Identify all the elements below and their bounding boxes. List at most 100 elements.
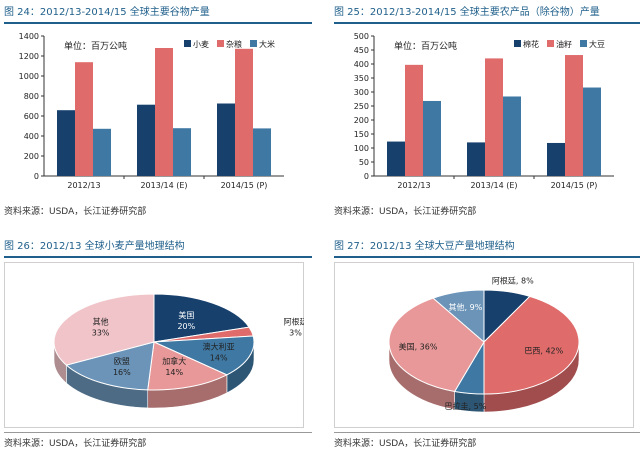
bar <box>583 87 601 176</box>
legend-label: 油籽 <box>556 39 572 49</box>
legend-swatch <box>184 40 191 47</box>
y-tick-label: 250 <box>354 102 369 111</box>
pie-slice-label: 14% <box>210 354 228 363</box>
bar <box>387 141 405 176</box>
legend-swatch <box>250 40 257 47</box>
bar <box>253 128 271 176</box>
pie-slice <box>388 297 485 393</box>
x-tick-label: 2012/13 <box>67 181 100 190</box>
x-tick-label: 2014/15 (P) <box>551 181 598 190</box>
y-tick-label: 1400 <box>19 32 39 41</box>
bar-chart-other-crops-production: 0 50 100 150 200 250 300 350 400 450 500 2012/13 201… <box>354 32 614 190</box>
x-tick-label: 2013/14 (E) <box>470 181 517 190</box>
y-tick-label: 200 <box>354 116 369 125</box>
pie-slice-label: 巴西, 42% <box>524 346 563 355</box>
bar <box>423 100 441 176</box>
bar <box>503 96 521 176</box>
pie-slice <box>153 293 250 343</box>
bar <box>57 110 75 176</box>
legend-swatch <box>217 40 224 47</box>
legend-swatch <box>547 40 554 47</box>
y-tick-label: 0 <box>34 172 39 181</box>
bar <box>173 128 191 176</box>
y-tick-label: 800 <box>24 92 39 101</box>
pie-slice-label: 其他 <box>93 316 109 326</box>
chart-title: 图 24：2012/13-2014/15 全球主要谷物产量 <box>4 6 312 24</box>
unit-label: 单位：百万公吨 <box>394 40 457 52</box>
y-tick-label: 400 <box>24 132 39 141</box>
x-tick-label: 2014/15 (P) <box>221 181 268 190</box>
y-tick-label: 200 <box>24 152 39 161</box>
y-tick-label: 600 <box>24 112 39 121</box>
legend-label: 棉花 <box>523 39 539 49</box>
x-tick-label: 2013/14 (E) <box>140 181 187 190</box>
pie-slice-label: 33% <box>92 328 110 337</box>
bar <box>217 103 235 176</box>
pie-slice-label: 美国 <box>178 310 194 320</box>
y-tick-label: 1000 <box>19 72 39 81</box>
bar <box>93 128 111 176</box>
y-tick-label: 100 <box>354 144 369 153</box>
y-tick-label: 350 <box>354 74 369 83</box>
bar <box>137 104 155 176</box>
pie-slice-label: 其他, 9% <box>449 302 483 312</box>
y-tick-label: 150 <box>354 130 369 139</box>
pie-slice-label: 阿根廷, 8% <box>492 276 534 286</box>
chart-panel-other-crops-production: 图 25：2012/13-2014/15 全球主要农产品（除谷物）产量 0 50 1… <box>334 6 640 224</box>
pie-slice <box>153 335 255 376</box>
chart-panel-grain-production: 图 24：2012/13-2014/15 全球主要谷物产量 0 200 400 600… <box>4 6 312 224</box>
y-tick-label: 0 <box>364 172 369 181</box>
pie-slice-label: 14% <box>165 368 183 377</box>
pie-slice-label: 欧盟 <box>114 356 130 366</box>
legend-swatch <box>514 40 521 47</box>
pie-chart-wheat-geography: 美国 20% 阿根廷 3% 澳大利亚 14% 加拿大 14% 欧盟 16% 其他 33% <box>53 293 304 409</box>
chart-title: 图 26：2012/13 全球小麦产量地理结构 <box>4 240 312 258</box>
bar <box>235 48 253 176</box>
pie-slice <box>432 289 485 344</box>
chart-panel-soybean-geography: 图 27：2012/13 全球大豆产量地理结构 阿根廷, 8% 巴西, 42% 巴拉… <box>334 240 640 456</box>
pie-slice-label: 美国, 36% <box>399 342 438 352</box>
legend-label: 大米 <box>259 39 275 49</box>
pie-slice <box>53 293 155 366</box>
y-tick-label: 300 <box>354 88 369 97</box>
legend-label: 大豆 <box>589 39 605 49</box>
chart-panel-wheat-geography: 图 26：2012/13 全球小麦产量地理结构 美国 20% 阿根廷 3% 澳大利亚 14… <box>4 240 312 456</box>
pie-slice-label: 巴拉圭, 5% <box>445 401 487 411</box>
pie-slice <box>483 295 580 395</box>
pie-chart-soybean-geography: 阿根廷, 8% 巴西, 42% 巴拉圭, 5% 美国, 36% 其他, 9% <box>388 276 580 413</box>
chart-source: 资料来源：USDA，长江证券研究部 <box>334 207 477 217</box>
bar-chart-grain-production: 0 200 400 600 800 1000 1200 1400 2012/13 2013/14 … <box>19 32 284 190</box>
pie-slice-label: 16% <box>113 368 131 377</box>
pie-slice <box>65 341 155 391</box>
bar <box>565 55 583 176</box>
bar <box>547 142 565 176</box>
pie-slice-label: 20% <box>177 322 195 331</box>
y-tick-label: 50 <box>359 158 369 167</box>
x-tick-label: 2012/13 <box>397 181 430 190</box>
y-tick-label: 400 <box>354 60 369 69</box>
pie-slice-label: 加拿大 <box>162 356 186 366</box>
chart-title: 图 27：2012/13 全球大豆产量地理结构 <box>334 240 640 258</box>
pie-slice <box>147 341 229 391</box>
bar <box>405 64 423 176</box>
chart-source: 资料来源：USDA，长江证券研究部 <box>334 439 477 449</box>
bar <box>485 58 503 176</box>
bar <box>467 142 485 176</box>
legend-swatch <box>580 40 587 47</box>
legend-label: 小麦 <box>193 39 209 49</box>
bar <box>75 62 93 177</box>
bottom-rule <box>334 432 640 433</box>
pie-slice-label: 澳大利亚 <box>203 342 235 352</box>
y-tick-label: 450 <box>354 46 369 55</box>
chart-source: 资料来源：USDA，长江证券研究部 <box>4 439 147 449</box>
y-tick-label: 500 <box>354 32 369 41</box>
y-tick-label: 1200 <box>19 52 39 61</box>
pie-slice-label: 3% <box>289 328 302 337</box>
chart-title: 图 25：2012/13-2014/15 全球主要农产品（除谷物）产量 <box>334 6 640 24</box>
legend-label: 杂粮 <box>226 39 242 49</box>
bar <box>155 48 173 176</box>
unit-label: 单位：百万公吨 <box>64 40 127 52</box>
bottom-rule <box>4 432 312 433</box>
chart-source: 资料来源：USDA，长江证券研究部 <box>4 207 147 217</box>
pie-slice-label: 阿根廷 <box>284 316 304 326</box>
